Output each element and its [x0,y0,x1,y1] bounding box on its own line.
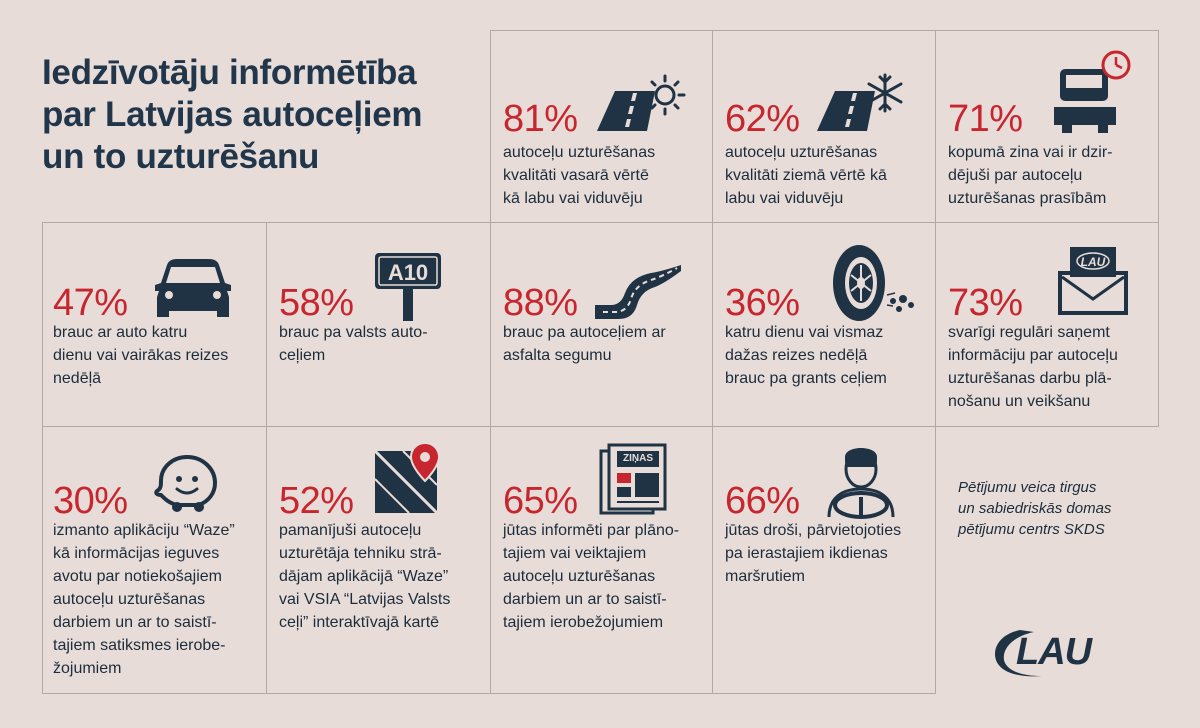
stat-description: jūtas informēti par plāno- tajiem vai ve… [503,522,680,631]
stat-percent: 81% [503,98,578,140]
stat-description: brauc ar auto katru dienu vai vairākas r… [53,324,229,387]
title-line: un to uzturēšanu [42,137,320,176]
stat-percent: 73% [948,282,1023,324]
stat-percent: 71% [948,98,1023,140]
stat-card: 65% ZIŅAS jūtas informēti par plāno- taj… [490,426,713,694]
stat-description: izmanto aplikāciju “Waze” kā informācija… [53,522,235,677]
waze-icon [154,454,218,512]
stat-percent: 88% [503,282,578,324]
stat-percent: 66% [725,480,800,522]
stat-card: 52% pamanījuši autoceļu uzturētāja tehni… [266,426,491,694]
svg-text:LAU: LAU [1081,255,1106,269]
stat-card: 36% katru dienu vai vismaz dažas reizes … [712,222,936,427]
stat-card: 66% jūtas droši, pārvietojoties pa ieras… [712,426,936,694]
map-pin-icon [373,441,441,515]
winding-road-icon [595,265,681,319]
stat-description: kopumā zina vai ir dzir- dējuši par auto… [948,144,1113,207]
lau-logo-swoosh [995,630,1042,677]
title-line: par Latvijas autoceļiem [42,95,423,134]
stat-percent: 47% [53,282,128,324]
stat-description: brauc pa autoceļiem ar asfalta segumu [503,324,666,364]
stat-description: autoceļu uzturēšanas kvalitāti vasarā vē… [503,144,656,207]
page-title: Iedzīvotāju informētība par Latvijas aut… [42,52,482,178]
stat-percent: 52% [279,480,354,522]
stat-card: 62% autoceļu uzturēšanas kvalitāti ziemā… [712,30,936,223]
lau-logo-text: LAU [1016,631,1092,673]
stat-card: 81% autoceļu uzturēšanas kvalitāti vasar… [490,30,713,223]
stat-card: 88% brauc pa autoceļiem ar asfalta segum… [490,222,713,427]
road-sign-icon [375,253,441,321]
road-sun-icon [597,74,686,131]
stat-description: autoceļu uzturēšanas kvalitāti ziemā vēr… [725,144,887,207]
stat-card: 47% brauc ar auto katru dienu vai vairāk… [42,222,267,427]
stat-percent: 65% [503,480,578,522]
road-sign-label: A10 [387,260,429,285]
driver-icon [827,448,895,519]
newspaper-icon [599,443,667,515]
stat-card: 71% kopumā zina vai ir dzir- dējuši par … [935,30,1159,223]
stat-card: 73% LAU svarīgi regulāri saņemt informāc… [935,222,1159,427]
stat-percent: 62% [725,98,800,140]
stat-percent: 30% [53,480,128,522]
car-icon [155,259,231,317]
title-line: Iedzīvotāju informētība [42,53,417,92]
research-credit: Pētījumu veica tirgus un sabiedriskās do… [958,479,1112,538]
lau-logo: LAU [990,624,1110,680]
stat-percent: 36% [725,282,800,324]
stat-description: katru dienu vai vismaz dažas reizes nedē… [725,324,887,387]
stat-description: pamanījuši autoceļu uzturētāja tehniku s… [279,522,451,631]
newspaper-label: ZIŅAS [623,453,653,464]
stat-card: 30% izmanto aplikāciju “Waze” kā informā… [42,426,267,694]
stat-description: jūtas droši, pārvietojoties pa ierastaji… [725,522,902,585]
snowplow-clock-icon [1054,50,1131,133]
envelope-lau-icon: LAU [1058,247,1128,315]
stat-description: brauc pa valsts auto- ceļiem [279,324,428,364]
stat-description: svarīgi regulāri saņemt informāciju par … [948,324,1118,410]
stat-card: 58% A10 brauc pa valsts auto- ceļiem [266,222,491,427]
stat-percent: 58% [279,282,354,324]
tire-gravel-icon [833,245,914,321]
road-snowflake-icon [817,73,903,131]
